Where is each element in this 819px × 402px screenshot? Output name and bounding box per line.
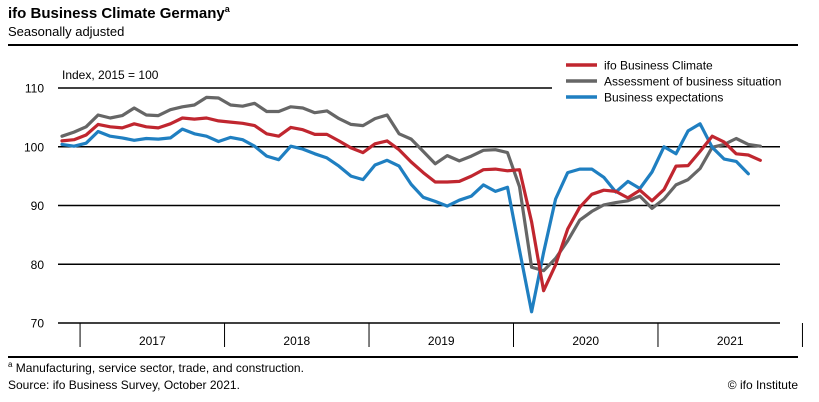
x-tick-label-2020: 2020 (572, 334, 599, 348)
y-axis-label: Index, 2015 = 100 (62, 68, 159, 82)
y-tick-label-100: 100 (24, 140, 44, 154)
chart-subtitle: Seasonally adjusted (8, 24, 125, 39)
series-line-assessment-of-business-situation (60, 95, 762, 273)
x-tick-label-2018: 2018 (283, 334, 310, 348)
y-tick-label-70: 70 (31, 317, 45, 331)
x-tick-label-2021: 2021 (717, 334, 744, 348)
top-rule (8, 44, 798, 46)
chart-title-text: ifo Business Climate Germany (8, 5, 225, 22)
y-tick-label-80: 80 (31, 258, 45, 272)
x-tick-label-2017: 2017 (139, 334, 166, 348)
footnote-marker: a (8, 360, 13, 369)
y-tick-label-90: 90 (31, 199, 45, 213)
title-footnote-marker: a (224, 4, 230, 14)
credit: © ifo Institute (727, 378, 798, 392)
footnote-text: Manufacturing, service sector, trade, an… (15, 361, 304, 375)
series-line-ifo-business-climate (60, 116, 762, 293)
y-tick-label-110: 110 (25, 82, 44, 96)
footnote: a Manufacturing, service sector, trade, … (8, 360, 304, 375)
series-line-business-expectations (60, 122, 750, 314)
legend-label-assessment-of-business-situation: Assessment of business situation (604, 75, 781, 89)
source-note: Source: ifo Business Survey, October 202… (8, 378, 240, 392)
x-tick-label-2019: 2019 (428, 334, 455, 348)
bottom-rule (8, 356, 798, 358)
legend-label-business-expectations: Business expectations (604, 91, 723, 105)
chart-title: ifo Business Climate Germanya (8, 4, 230, 22)
legend-label-ifo-business-climate: ifo Business Climate (604, 59, 713, 73)
